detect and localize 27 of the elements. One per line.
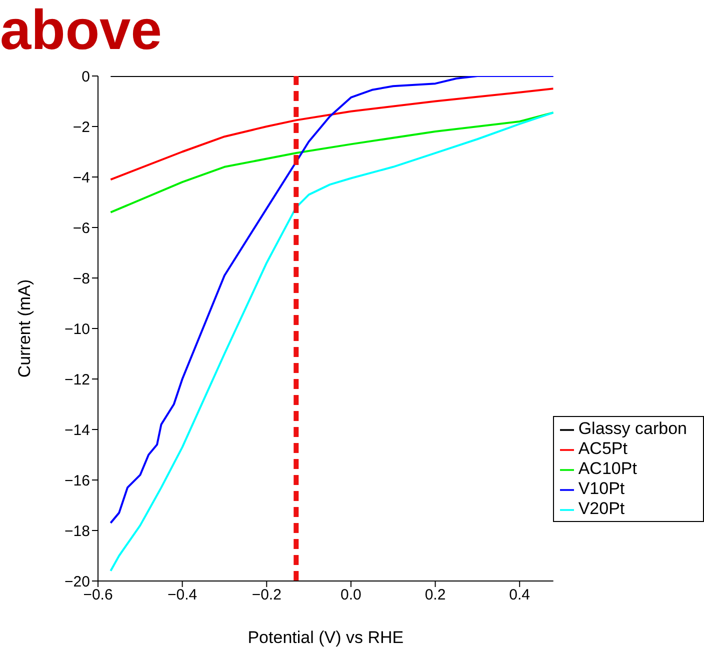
y-tick-label: −2: [72, 118, 90, 136]
y-tick-label: −14: [64, 422, 90, 439]
legend-label: AC5Pt: [578, 439, 628, 458]
legend-label: AC10Pt: [578, 459, 637, 478]
legend-label: V10Pt: [578, 479, 625, 498]
y-tick-label: −6: [72, 220, 90, 237]
x-axis-title: Potential (V) vs RHE: [248, 628, 404, 647]
chart-title: above: [0, 0, 162, 61]
x-tick-label: −0.2: [252, 586, 282, 604]
x-tick-label: −0.4: [168, 586, 198, 604]
y-tick-label: −18: [64, 522, 90, 540]
line-series: [110, 112, 554, 214]
x-tick-label: 0.2: [424, 586, 446, 604]
y-tick-label: −10: [64, 320, 90, 338]
line-series: [110, 112, 554, 572]
y-tick-label: 0: [82, 68, 90, 86]
line-series: [110, 76, 554, 524]
y-tick-label: −8: [72, 270, 90, 288]
legend-label: V20Pt: [578, 499, 625, 518]
y-tick-label: −12: [64, 371, 90, 388]
x-tick-label: 0.4: [509, 586, 530, 604]
line-series: [110, 88, 554, 181]
x-tick-label: 0.0: [340, 586, 362, 604]
legend-label: Glassy carbon: [578, 419, 687, 438]
y-tick-label: −4: [72, 169, 90, 186]
y-axis-title: Current (mA): [15, 279, 34, 378]
y-tick-label: −16: [64, 472, 90, 490]
